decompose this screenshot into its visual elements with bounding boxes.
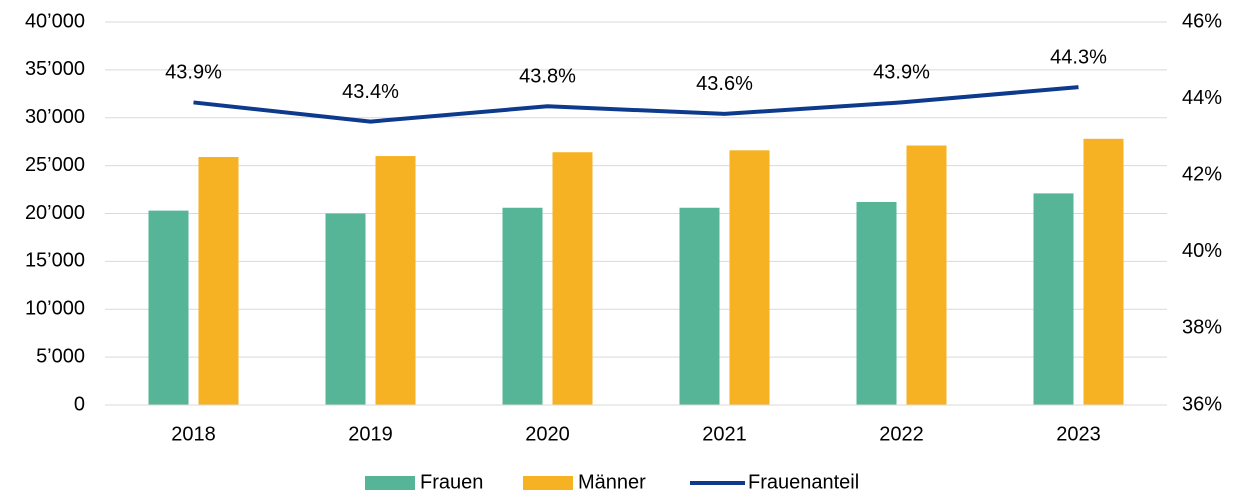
data-label: 43.9%	[873, 62, 930, 84]
bar	[729, 150, 770, 405]
y2-tick-label: 40%	[1182, 240, 1222, 262]
bar	[148, 210, 189, 405]
y-tick-label: 35’000	[25, 58, 85, 80]
data-label: 43.4%	[342, 81, 399, 103]
bar	[502, 207, 543, 405]
x-tick-label: 2019	[348, 423, 393, 445]
y2-tick-label: 46%	[1182, 10, 1222, 32]
legend-swatch	[365, 476, 415, 490]
bar	[325, 213, 366, 405]
legend-label: Männer	[578, 471, 646, 493]
x-tick-label: 2020	[525, 423, 570, 445]
x-tick-label: 2021	[702, 423, 747, 445]
y-tick-label: 0	[74, 393, 85, 415]
legend-label: Frauen	[420, 471, 483, 493]
line	[193, 85, 1079, 124]
x-tick-label: 2018	[171, 423, 216, 445]
data-label: 43.9%	[165, 62, 222, 84]
bar	[679, 207, 720, 405]
bar	[198, 157, 239, 405]
bar	[375, 156, 416, 405]
y-tick-label: 25’000	[25, 154, 85, 176]
y-tick-label: 40’000	[25, 10, 85, 32]
y2-tick-label: 38%	[1182, 317, 1222, 339]
y-tick-label: 30’000	[25, 106, 85, 128]
y2-tick-label: 42%	[1182, 163, 1222, 185]
x-tick-label: 2022	[879, 423, 924, 445]
bar	[1083, 138, 1124, 405]
data-label: 43.6%	[696, 73, 753, 95]
data-label: 43.8%	[519, 66, 576, 88]
legend-swatch	[523, 476, 573, 490]
bar	[906, 145, 947, 405]
y-tick-label: 5’000	[36, 345, 85, 367]
y-tick-label: 15’000	[25, 250, 85, 272]
data-label: 44.3%	[1050, 46, 1107, 68]
bar	[552, 152, 593, 405]
bar	[856, 202, 897, 405]
y-tick-label: 20’000	[25, 202, 85, 224]
x-tick-label: 2023	[1056, 423, 1101, 445]
y-tick-label: 10’000	[25, 298, 85, 320]
y2-tick-label: 36%	[1182, 393, 1222, 415]
y2-tick-label: 44%	[1182, 87, 1222, 109]
legend-label: Frauenanteil	[748, 471, 859, 493]
bar	[1033, 193, 1074, 405]
